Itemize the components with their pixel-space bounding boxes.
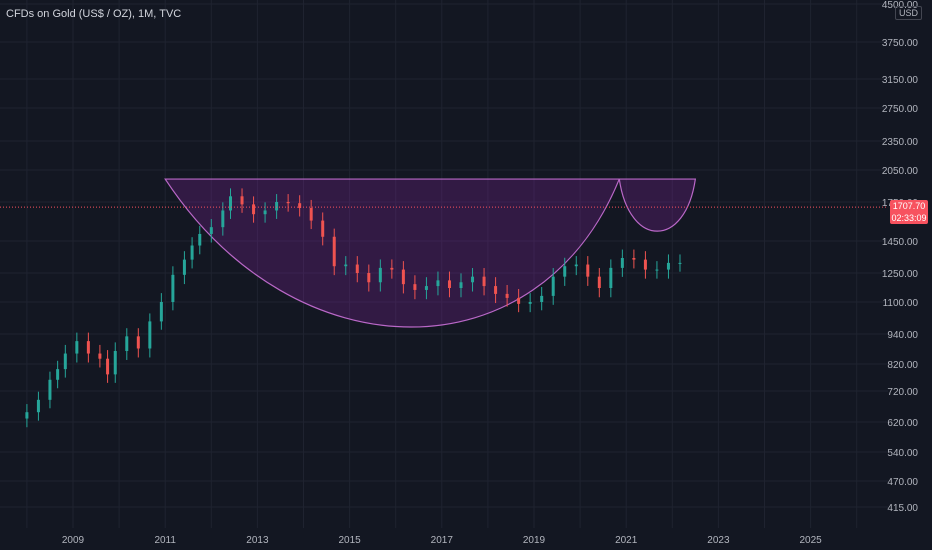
candle-body xyxy=(528,302,532,304)
candle-body xyxy=(106,358,110,375)
y-tick-label: 415.00 xyxy=(887,503,918,514)
x-tick-label: 2013 xyxy=(246,535,269,546)
candle-body xyxy=(643,259,647,270)
candle-body xyxy=(275,202,279,211)
x-tick-label: 2011 xyxy=(154,535,176,546)
candle-body xyxy=(551,276,555,296)
candle-body xyxy=(563,266,567,277)
candle-body xyxy=(86,341,90,354)
candle-body xyxy=(321,220,325,237)
candle-body xyxy=(424,286,428,290)
candle-body xyxy=(344,264,348,267)
candle-body xyxy=(148,321,152,349)
y-tick-label: 2750.00 xyxy=(882,104,919,115)
candle-body xyxy=(36,399,40,413)
candle-body xyxy=(63,353,67,370)
y-tick-label: 470.00 xyxy=(887,477,918,488)
cup-and-handle-pattern xyxy=(164,178,697,328)
cup-shape xyxy=(164,178,621,328)
candles xyxy=(25,188,682,428)
candle-body xyxy=(125,336,129,351)
x-tick-label: 2025 xyxy=(799,535,822,546)
y-tick-label: 1100.00 xyxy=(883,298,919,309)
candle-body xyxy=(171,274,175,302)
candle-body xyxy=(597,276,601,289)
candle-body xyxy=(221,210,225,228)
candle-body xyxy=(240,196,244,205)
x-tick-label: 2023 xyxy=(707,535,730,546)
y-tick-label: 720.00 xyxy=(887,387,918,398)
candle-body xyxy=(309,208,313,221)
candle-body xyxy=(574,264,578,267)
candle-body xyxy=(620,258,624,268)
candle-body xyxy=(25,412,29,419)
x-axis[interactable]: 2009 2011 2013 2015 2017 2019 2021 2023 2025 xyxy=(62,535,822,546)
candle-body xyxy=(609,267,613,289)
candle-body xyxy=(540,295,544,302)
x-tick-label: 2021 xyxy=(615,535,638,546)
candle-body xyxy=(136,336,140,349)
y-tick-label: 3150.00 xyxy=(882,75,919,86)
candle-body xyxy=(190,245,194,260)
candle-body xyxy=(229,196,233,211)
candle-body xyxy=(655,269,659,271)
candle-body xyxy=(355,264,359,273)
candle-body xyxy=(436,280,440,287)
candle-body xyxy=(378,267,382,283)
candle-body xyxy=(447,280,451,289)
y-tick-label: 3750.00 xyxy=(882,38,919,49)
candle-body xyxy=(586,264,590,277)
y-tick-label: 820.00 xyxy=(887,360,918,371)
candle-body xyxy=(332,236,336,267)
y-tick-label: 2350.00 xyxy=(882,137,919,148)
candle-body xyxy=(209,227,213,234)
chart-grid xyxy=(0,0,888,528)
x-tick-label: 2019 xyxy=(523,535,546,546)
candle-body xyxy=(159,302,163,322)
y-tick-label: 1450.00 xyxy=(882,237,919,248)
candle-body xyxy=(517,297,521,304)
y-tick-label: 620.00 xyxy=(887,418,918,429)
x-tick-label: 2015 xyxy=(338,535,361,546)
x-tick-label: 2017 xyxy=(431,535,454,546)
candle-body xyxy=(494,286,498,294)
candle-body xyxy=(286,202,290,204)
candle-body xyxy=(56,369,60,380)
candle-body xyxy=(401,269,405,285)
y-tick-label: 2050.00 xyxy=(882,166,919,177)
candle-body xyxy=(75,341,79,354)
candle-body xyxy=(48,379,52,400)
chart-title: CFDs on Gold (US$ / OZ), 1M, TVC xyxy=(6,8,182,20)
candle-body xyxy=(666,262,670,270)
countdown-timer: 02:33:09 xyxy=(891,213,927,223)
last-price-tag: 1707.70 02:33:09 xyxy=(890,200,928,224)
candle-body xyxy=(252,204,256,215)
x-tick-label: 2009 xyxy=(62,535,85,546)
y-tick-label: 1250.00 xyxy=(882,269,919,280)
candle-body xyxy=(198,233,202,246)
candle-body xyxy=(413,284,417,290)
y-tick-label: 940.00 xyxy=(887,330,918,341)
candle-body xyxy=(632,258,636,260)
candle-body xyxy=(298,203,302,209)
handle-shape xyxy=(618,178,697,232)
candle-body xyxy=(113,350,117,375)
candle-body xyxy=(390,267,394,270)
candle-body xyxy=(263,210,267,215)
y-tick-label: 540.00 xyxy=(887,448,918,459)
candle-body xyxy=(505,293,509,298)
candle-body xyxy=(98,353,102,359)
candle-body xyxy=(482,276,486,287)
last-price-value: 1707.70 xyxy=(892,201,926,211)
candle-body xyxy=(471,276,475,283)
candle-body xyxy=(182,259,186,275)
candle-body xyxy=(367,273,371,283)
candle-body xyxy=(459,282,463,289)
candle-body xyxy=(678,262,682,264)
currency-label[interactable]: USD xyxy=(895,6,923,20)
y-tick-label: 4500.00 xyxy=(882,0,919,11)
